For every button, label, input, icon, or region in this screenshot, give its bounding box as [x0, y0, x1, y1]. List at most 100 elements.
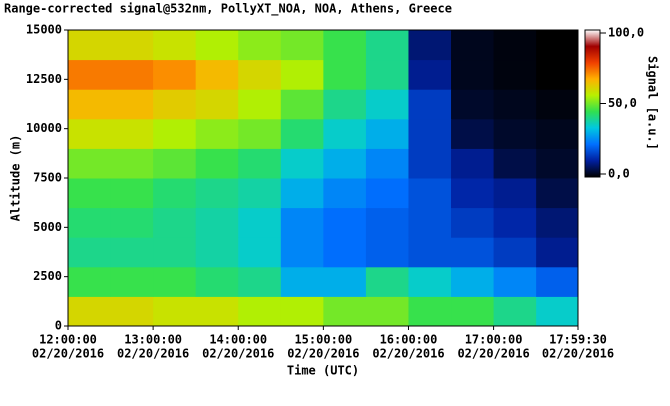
heatmap-cell [365, 89, 409, 120]
y-tick-label: 0 [55, 319, 62, 333]
heatmap-cell [153, 237, 197, 268]
heatmap-cell [536, 89, 579, 120]
heatmap-cell [238, 148, 282, 179]
heatmap-cell [365, 148, 409, 179]
heatmap-cell [68, 148, 112, 179]
heatmap-cell [536, 59, 579, 90]
y-tick-label: 12500 [26, 72, 62, 86]
heatmap-cell [238, 207, 282, 238]
heatmap-cell [493, 89, 537, 120]
heatmap-cell [408, 30, 452, 61]
heatmap-cell [68, 266, 112, 297]
heatmap-cell [195, 30, 239, 61]
y-tick-label: 7500 [33, 171, 62, 185]
x-tick-date: 02/20/2016 [202, 347, 274, 361]
heatmap-cell [408, 237, 452, 268]
heatmap-cell [536, 296, 579, 327]
heatmap-cell [451, 178, 495, 209]
heatmap-cell [365, 178, 409, 209]
heatmap-cell [280, 178, 324, 209]
heatmap-cell [195, 266, 239, 297]
heatmap-cell [323, 178, 367, 209]
heatmap-cell [68, 118, 112, 149]
x-tick-label: 14:00:00 [209, 333, 267, 347]
heatmap-cell [493, 148, 537, 179]
heatmap-cell [110, 266, 154, 297]
heatmap-cell [365, 30, 409, 61]
x-tick-date: 02/20/2016 [372, 347, 444, 361]
heatmap-cell [110, 118, 154, 149]
heatmap-cell [110, 30, 154, 61]
heatmap-cell [408, 148, 452, 179]
x-tick-label: 17:59:30 [549, 333, 607, 347]
heatmap-cell [493, 178, 537, 209]
heatmap-cell [323, 30, 367, 61]
heatmap-cell [323, 118, 367, 149]
heatmap-cell [408, 59, 452, 90]
heatmap-cell [110, 89, 154, 120]
heatmap-cell [153, 30, 197, 61]
heatmap-cell [110, 237, 154, 268]
heatmap-cell [451, 148, 495, 179]
heatmap-cell [153, 266, 197, 297]
x-tick-date: 02/20/2016 [457, 347, 529, 361]
heatmap-cell [493, 296, 537, 327]
heatmap-cell [536, 30, 579, 61]
heatmap-cell [280, 266, 324, 297]
heatmap-cell [323, 296, 367, 327]
heatmap-cell [536, 207, 579, 238]
heatmap-cell [280, 30, 324, 61]
heatmap-cell [195, 118, 239, 149]
x-axis-label: Time (UTC) [287, 364, 359, 378]
heatmap-cell [365, 296, 409, 327]
heatmap-cell [493, 59, 537, 90]
x-tick-label: 15:00:00 [294, 333, 352, 347]
heatmap-cell [365, 118, 409, 149]
heatmap-cell [493, 207, 537, 238]
heatmap-cell [195, 178, 239, 209]
heatmap-cell [280, 148, 324, 179]
heatmap-cell [323, 59, 367, 90]
heatmap-cell [280, 118, 324, 149]
heatmap-cell [365, 237, 409, 268]
x-tick-date: 02/20/2016 [287, 347, 359, 361]
heatmap-cell [195, 207, 239, 238]
heatmap-cell [280, 237, 324, 268]
heatmap-cell [451, 207, 495, 238]
heatmap-cell [280, 89, 324, 120]
colorbar-tick-label: 0,0 [608, 167, 630, 181]
y-tick-label: 5000 [33, 220, 62, 234]
heatmap-cell [493, 30, 537, 61]
heatmap-cell [451, 89, 495, 120]
heatmap-cell [153, 207, 197, 238]
heatmap-cell [153, 178, 197, 209]
x-tick-date: 02/20/2016 [542, 347, 614, 361]
heatmap-cell [153, 89, 197, 120]
heatmap-cell [280, 296, 324, 327]
heatmap-cell [408, 118, 452, 149]
heatmap-cell [153, 118, 197, 149]
heatmap-cell [408, 89, 452, 120]
x-tick-date: 02/20/2016 [117, 347, 189, 361]
colorbar-label: Signal [a.u.] [646, 56, 660, 150]
heatmap-cell [110, 148, 154, 179]
heatmap-cell [195, 89, 239, 120]
heatmap-cell [408, 266, 452, 297]
x-tick-label: 13:00:00 [124, 333, 182, 347]
heatmap-cell [68, 207, 112, 238]
heatmap-cell [153, 296, 197, 327]
heatmap-cell [323, 237, 367, 268]
heatmap-cell [238, 30, 282, 61]
heatmap-cell [238, 266, 282, 297]
heatmap-cell [110, 59, 154, 90]
heatmap-cell [323, 266, 367, 297]
heatmap-cell [110, 178, 154, 209]
heatmap-cell [323, 207, 367, 238]
heatmap-cell [451, 118, 495, 149]
heatmap-cell [280, 207, 324, 238]
heatmap-cell [153, 148, 197, 179]
colorbar [584, 29, 601, 178]
heatmap-cell [238, 296, 282, 327]
heatmap-cell [365, 59, 409, 90]
